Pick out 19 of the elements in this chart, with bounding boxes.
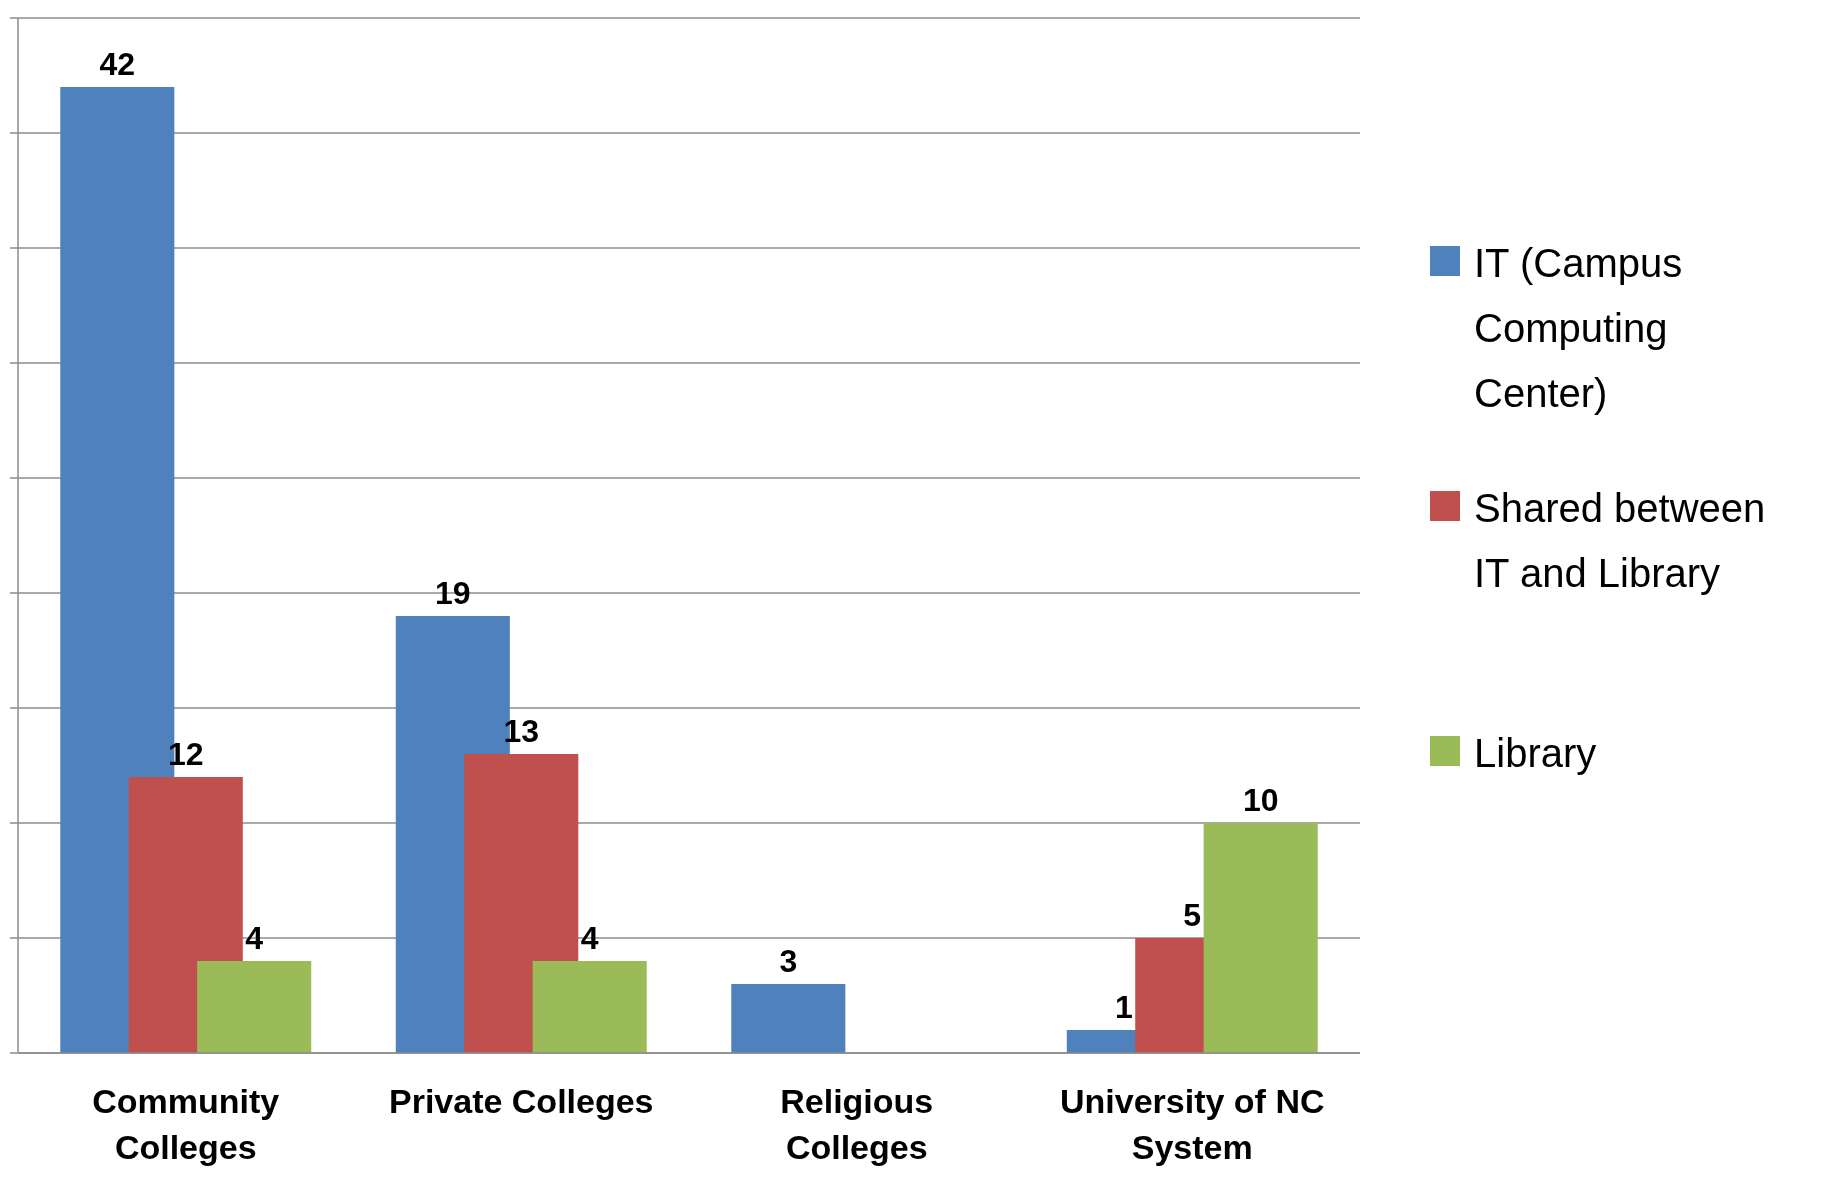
data-label: 3: [779, 943, 798, 979]
legend-label: Shared between IT and Library: [1474, 486, 1766, 595]
data-label: 42: [99, 46, 136, 82]
data-label: 4: [580, 920, 599, 956]
legend-label: IT (Campus Computing Center): [1474, 241, 1683, 415]
data-label: 19: [435, 575, 471, 611]
data-label: 5: [1183, 897, 1202, 933]
x-tick-label: Community Colleges: [92, 1082, 280, 1166]
x-tick-label: Private Colleges: [388, 1082, 654, 1120]
bar: [1203, 823, 1318, 1053]
data-label: 10: [1242, 782, 1279, 818]
bar: [731, 984, 846, 1053]
x-tick-label: Religious Colleges: [780, 1082, 934, 1166]
bar: [197, 961, 312, 1053]
data-label: 4: [245, 920, 264, 956]
legend-label: Library: [1474, 731, 1597, 775]
bar: [532, 961, 647, 1053]
x-tick-label: University of NC System: [1060, 1082, 1325, 1166]
data-label: 1: [1114, 989, 1133, 1025]
